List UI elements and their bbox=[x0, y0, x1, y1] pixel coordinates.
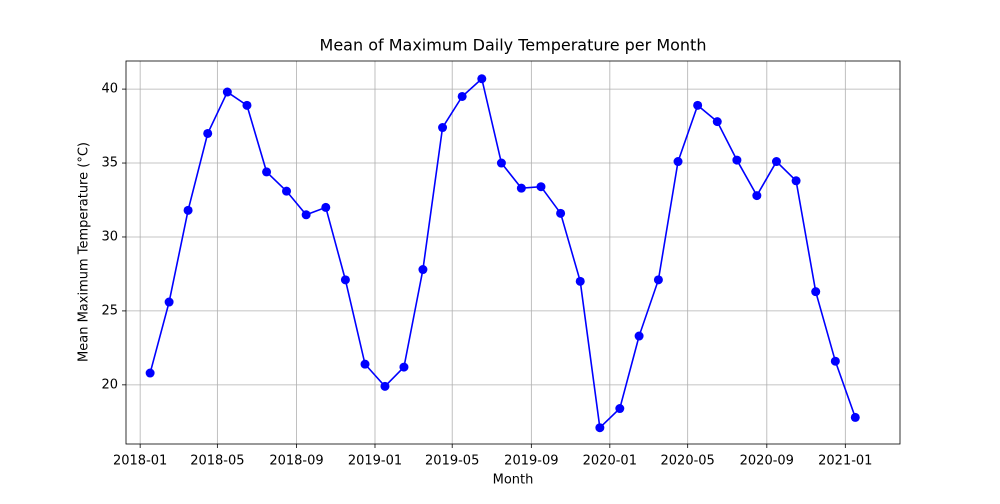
data-point bbox=[653, 275, 663, 285]
x-axis-label: Month bbox=[493, 473, 534, 488]
x-tick-label: 2020-09 bbox=[740, 454, 794, 469]
y-tick-label: 25 bbox=[101, 303, 118, 318]
data-point bbox=[477, 74, 487, 84]
data-point bbox=[222, 87, 232, 97]
data-point bbox=[203, 128, 213, 138]
x-tick-label: 2019-09 bbox=[504, 454, 558, 469]
x-tick-label: 2019-05 bbox=[425, 454, 479, 469]
data-point bbox=[693, 100, 703, 110]
data-point bbox=[791, 176, 801, 186]
x-tick-label: 2018-01 bbox=[113, 454, 167, 469]
x-tick-label: 2019-01 bbox=[348, 454, 402, 469]
data-point bbox=[771, 157, 781, 167]
data-point bbox=[634, 331, 644, 341]
x-tick-label: 2021-01 bbox=[818, 454, 872, 469]
data-point bbox=[536, 182, 546, 192]
data-point bbox=[595, 423, 605, 433]
data-point bbox=[673, 157, 683, 167]
data-point bbox=[516, 183, 526, 193]
y-tick-label: 40 bbox=[101, 82, 118, 97]
data-point bbox=[712, 117, 722, 127]
data-point bbox=[262, 167, 272, 177]
chart-title: Mean of Maximum Daily Temperature per Mo… bbox=[320, 36, 707, 55]
x-tick-label: 2018-05 bbox=[190, 454, 244, 469]
data-point bbox=[164, 297, 174, 307]
data-point bbox=[399, 362, 409, 372]
y-axis-label: Mean Maximum Temperature (°C) bbox=[77, 142, 92, 362]
data-point bbox=[242, 100, 252, 110]
y-tick-label: 20 bbox=[101, 377, 118, 392]
data-point bbox=[438, 123, 448, 133]
data-point bbox=[752, 191, 762, 201]
data-point bbox=[321, 202, 331, 212]
data-point bbox=[145, 368, 155, 378]
x-tick-label: 2018-09 bbox=[269, 454, 323, 469]
plot-frame bbox=[125, 60, 901, 445]
data-point bbox=[282, 186, 292, 196]
data-point bbox=[380, 381, 390, 391]
data-point bbox=[556, 208, 566, 218]
data-point bbox=[850, 412, 860, 422]
data-point bbox=[811, 287, 821, 297]
data-point bbox=[301, 210, 311, 220]
data-point bbox=[830, 356, 840, 366]
series-line bbox=[149, 77, 857, 430]
data-point bbox=[340, 275, 350, 285]
x-tick-label: 2020-01 bbox=[583, 454, 637, 469]
data-point bbox=[418, 265, 428, 275]
data-point bbox=[575, 276, 585, 286]
data-point bbox=[615, 404, 625, 414]
data-point bbox=[496, 158, 506, 168]
y-tick-label: 35 bbox=[101, 156, 118, 171]
y-tick-label: 30 bbox=[101, 229, 118, 244]
x-tick-label: 2020-05 bbox=[661, 454, 715, 469]
data-point bbox=[457, 91, 467, 101]
data-point bbox=[360, 359, 370, 369]
data-point bbox=[732, 155, 742, 165]
data-point bbox=[183, 205, 193, 215]
